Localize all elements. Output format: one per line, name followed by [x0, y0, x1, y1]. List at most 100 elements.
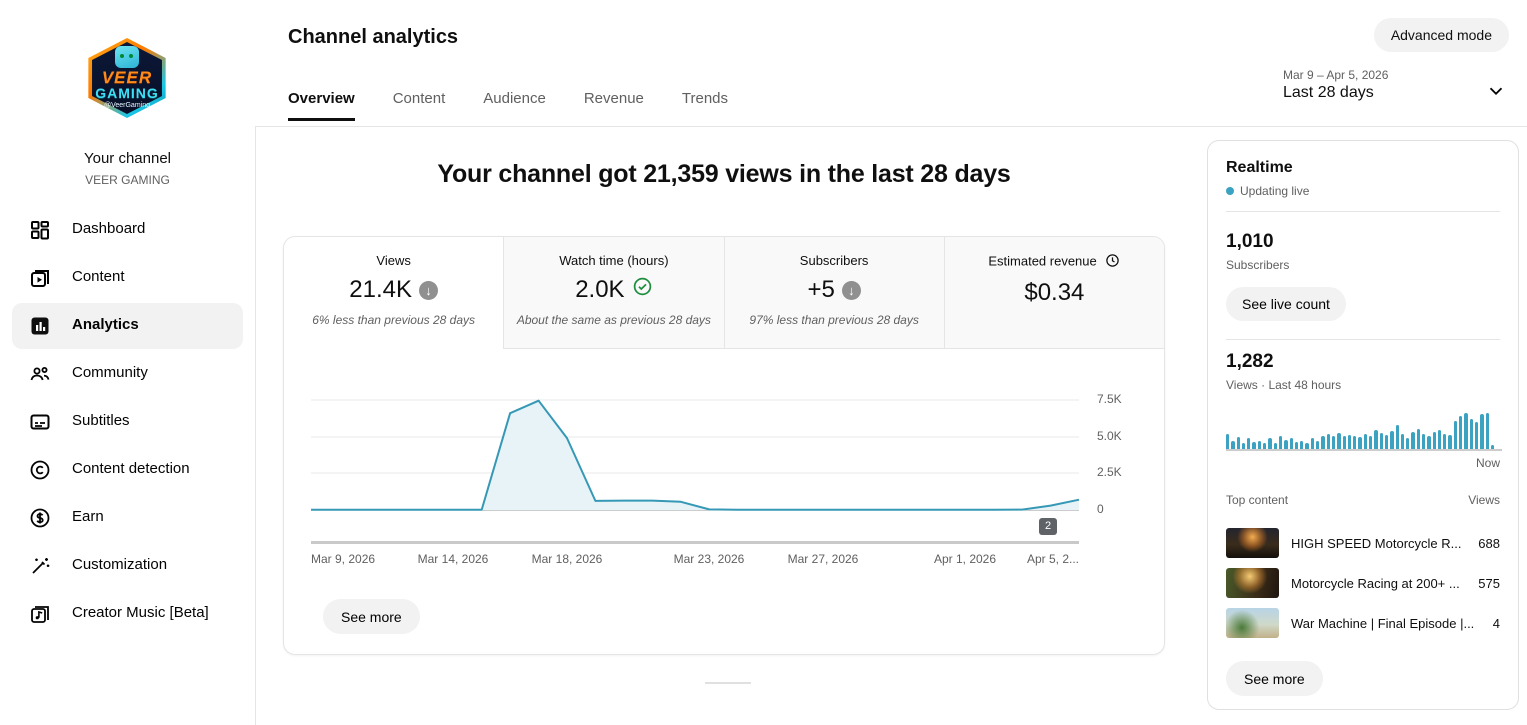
- views-headline: Your channel got 21,359 views in the las…: [437, 160, 1011, 188]
- clock-icon: [1105, 253, 1120, 271]
- metric-watch-time[interactable]: Watch time (hours) 2.0K About the same a…: [503, 237, 724, 349]
- community-icon: [28, 362, 52, 386]
- sidebar-item-community[interactable]: Community: [0, 350, 255, 398]
- x-tick-mar23: Mar 23, 2026: [673, 552, 745, 566]
- copyright-icon: [28, 458, 52, 482]
- metric-views-value: 21.4K: [349, 276, 412, 303]
- channel-avatar[interactable]: VEER GAMING @VeerGaming: [71, 22, 183, 134]
- views-line-chart[interactable]: [284, 377, 1166, 577]
- wand-icon: [28, 554, 52, 578]
- realtime-see-more-button[interactable]: See more: [1226, 661, 1323, 696]
- x-tick-apr5: Apr 5, 2...: [1026, 552, 1079, 566]
- live-dot-icon: [1226, 187, 1234, 195]
- top-content-row[interactable]: War Machine | Final Episode |... 4: [1226, 603, 1500, 643]
- top-content-label: Top content: [1226, 493, 1289, 507]
- sidebar-item-content-detection[interactable]: Content detection: [0, 446, 255, 494]
- avatar-handle: @VeerGaming: [103, 102, 151, 109]
- y-tick-2500: 2.5K: [1097, 465, 1122, 479]
- views-48h-count: 1,282: [1226, 351, 1274, 372]
- metric-watch-time-value: 2.0K: [575, 276, 625, 303]
- tab-revenue[interactable]: Revenue: [583, 90, 644, 107]
- now-label: Now: [1475, 456, 1500, 470]
- sidebar-item-dashboard[interactable]: Dashboard: [0, 206, 255, 254]
- metric-subscribers[interactable]: Subscribers +5 ↓ 97% less than previous …: [723, 237, 944, 349]
- sidebar-item-analytics[interactable]: Analytics: [0, 302, 255, 350]
- avatar-text-line1: VEER: [101, 68, 153, 87]
- video-thumbnail: [1226, 528, 1279, 558]
- tab-trends[interactable]: Trends: [681, 90, 729, 107]
- subscriber-label: Subscribers: [1226, 258, 1290, 272]
- analytics-card: Views 21.4K ↓ 6% less than previous 28 d…: [283, 236, 1165, 655]
- sidebar-item-subtitles[interactable]: Subtitles: [0, 398, 255, 446]
- see-live-count-button[interactable]: See live count: [1226, 287, 1346, 321]
- video-thumbnail: [1226, 608, 1279, 638]
- video-title: War Machine | Final Episode |...: [1291, 615, 1475, 631]
- views-48h-label: Views · Last 48 hours: [1226, 378, 1342, 392]
- top-content-row[interactable]: HIGH SPEED Motorcycle R... 688: [1226, 523, 1500, 563]
- channel-handle: VEER GAMING: [85, 173, 170, 187]
- updating-live-status: Updating live: [1226, 184, 1309, 198]
- channel-name: Your channel: [83, 150, 172, 167]
- x-tick-mar18: Mar 18, 2026: [531, 552, 603, 566]
- tab-content[interactable]: Content: [392, 90, 446, 107]
- views-column-label: Views: [1468, 493, 1500, 507]
- subtitles-icon: [28, 410, 52, 434]
- analytics-tabs: Overview Content Audience Revenue Trends: [288, 90, 728, 129]
- avatar-mascot: [115, 46, 139, 68]
- see-more-button[interactable]: See more: [323, 599, 420, 634]
- tab-audience[interactable]: Audience: [483, 90, 546, 107]
- y-tick-0: 0: [1097, 502, 1104, 516]
- sidebar-nav: Dashboard Content Analytics: [0, 206, 255, 638]
- tab-overview[interactable]: Overview: [288, 90, 355, 129]
- music-icon: [28, 602, 52, 626]
- sidebar: VEER GAMING @VeerGaming Your channel VEE…: [0, 0, 255, 725]
- analytics-icon: [28, 314, 52, 338]
- y-tick-5000: 5.0K: [1097, 429, 1122, 443]
- subscriber-count: 1,010: [1226, 231, 1274, 252]
- trend-down-icon: ↓: [418, 280, 438, 300]
- video-thumbnail: [1226, 568, 1279, 598]
- x-tick-mar27: Mar 27, 2026: [787, 552, 859, 566]
- date-range-picker[interactable]: Mar 9 – Apr 5, 2026 Last 28 days: [1283, 68, 1388, 102]
- date-range-label: Last 28 days: [1283, 84, 1374, 101]
- metric-subscribers-value: +5: [807, 276, 835, 303]
- sidebar-divider: [255, 126, 256, 725]
- chevron-down-icon[interactable]: [1485, 80, 1507, 102]
- top-content-row[interactable]: Motorcycle Racing at 200+ ... 575: [1226, 563, 1500, 603]
- annotation-badge[interactable]: 2: [1039, 518, 1057, 535]
- page-title: Channel analytics: [288, 26, 459, 48]
- video-views: 688: [1478, 535, 1500, 551]
- dashboard-icon: [28, 218, 52, 242]
- x-tick-mar9: Mar 9, 2026: [311, 552, 376, 566]
- video-title: HIGH SPEED Motorcycle R...: [1291, 535, 1462, 551]
- x-tick-apr1: Apr 1, 2026: [933, 552, 997, 566]
- x-axis-line: [311, 541, 1079, 544]
- video-views: 4: [1492, 615, 1500, 631]
- realtime-bar-chart[interactable]: [1226, 407, 1502, 451]
- video-title: Motorcycle Racing at 200+ ...: [1291, 575, 1460, 591]
- y-tick-7500: 7.5K: [1097, 392, 1122, 406]
- realtime-title: Realtime: [1226, 159, 1293, 176]
- top-content-header: Top content Views: [1226, 493, 1500, 507]
- metric-revenue[interactable]: Estimated revenue $0.34: [943, 237, 1164, 349]
- sidebar-item-customization[interactable]: Customization: [0, 542, 255, 590]
- x-tick-mar14: Mar 14, 2026: [417, 552, 489, 566]
- metric-strip: Views 21.4K ↓ 6% less than previous 28 d…: [284, 237, 1164, 349]
- trend-down-icon: ↓: [841, 280, 861, 300]
- views-line-chart-svg: [311, 399, 1080, 511]
- dollar-icon: [28, 506, 52, 530]
- check-circle-icon: [632, 276, 653, 304]
- scroll-divider[interactable]: [705, 682, 751, 684]
- metric-views[interactable]: Views 21.4K ↓ 6% less than previous 28 d…: [284, 237, 504, 349]
- avatar-text-line2: GAMING: [95, 85, 159, 101]
- sidebar-item-earn[interactable]: Earn: [0, 494, 255, 542]
- metric-revenue-value: $0.34: [1024, 279, 1085, 306]
- content-icon: [28, 266, 52, 290]
- header-divider: [256, 126, 1527, 127]
- realtime-card: Realtime Updating live 1,010 Subscribers…: [1207, 140, 1519, 710]
- date-range-dates: Mar 9 – Apr 5, 2026: [1283, 68, 1389, 82]
- advanced-mode-button[interactable]: Advanced mode: [1373, 18, 1509, 52]
- sidebar-item-creator-music[interactable]: Creator Music [Beta]: [0, 590, 255, 638]
- sidebar-item-content[interactable]: Content: [0, 254, 255, 302]
